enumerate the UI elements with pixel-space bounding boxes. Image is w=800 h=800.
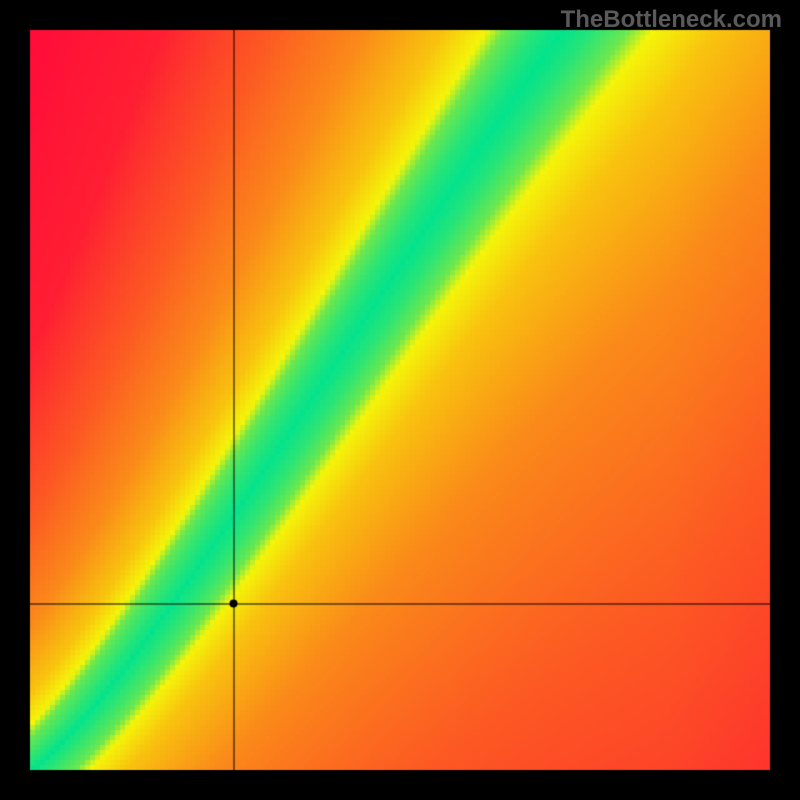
watermark-text: TheBottleneck.com (561, 6, 782, 34)
bottleneck-heatmap (0, 0, 800, 800)
